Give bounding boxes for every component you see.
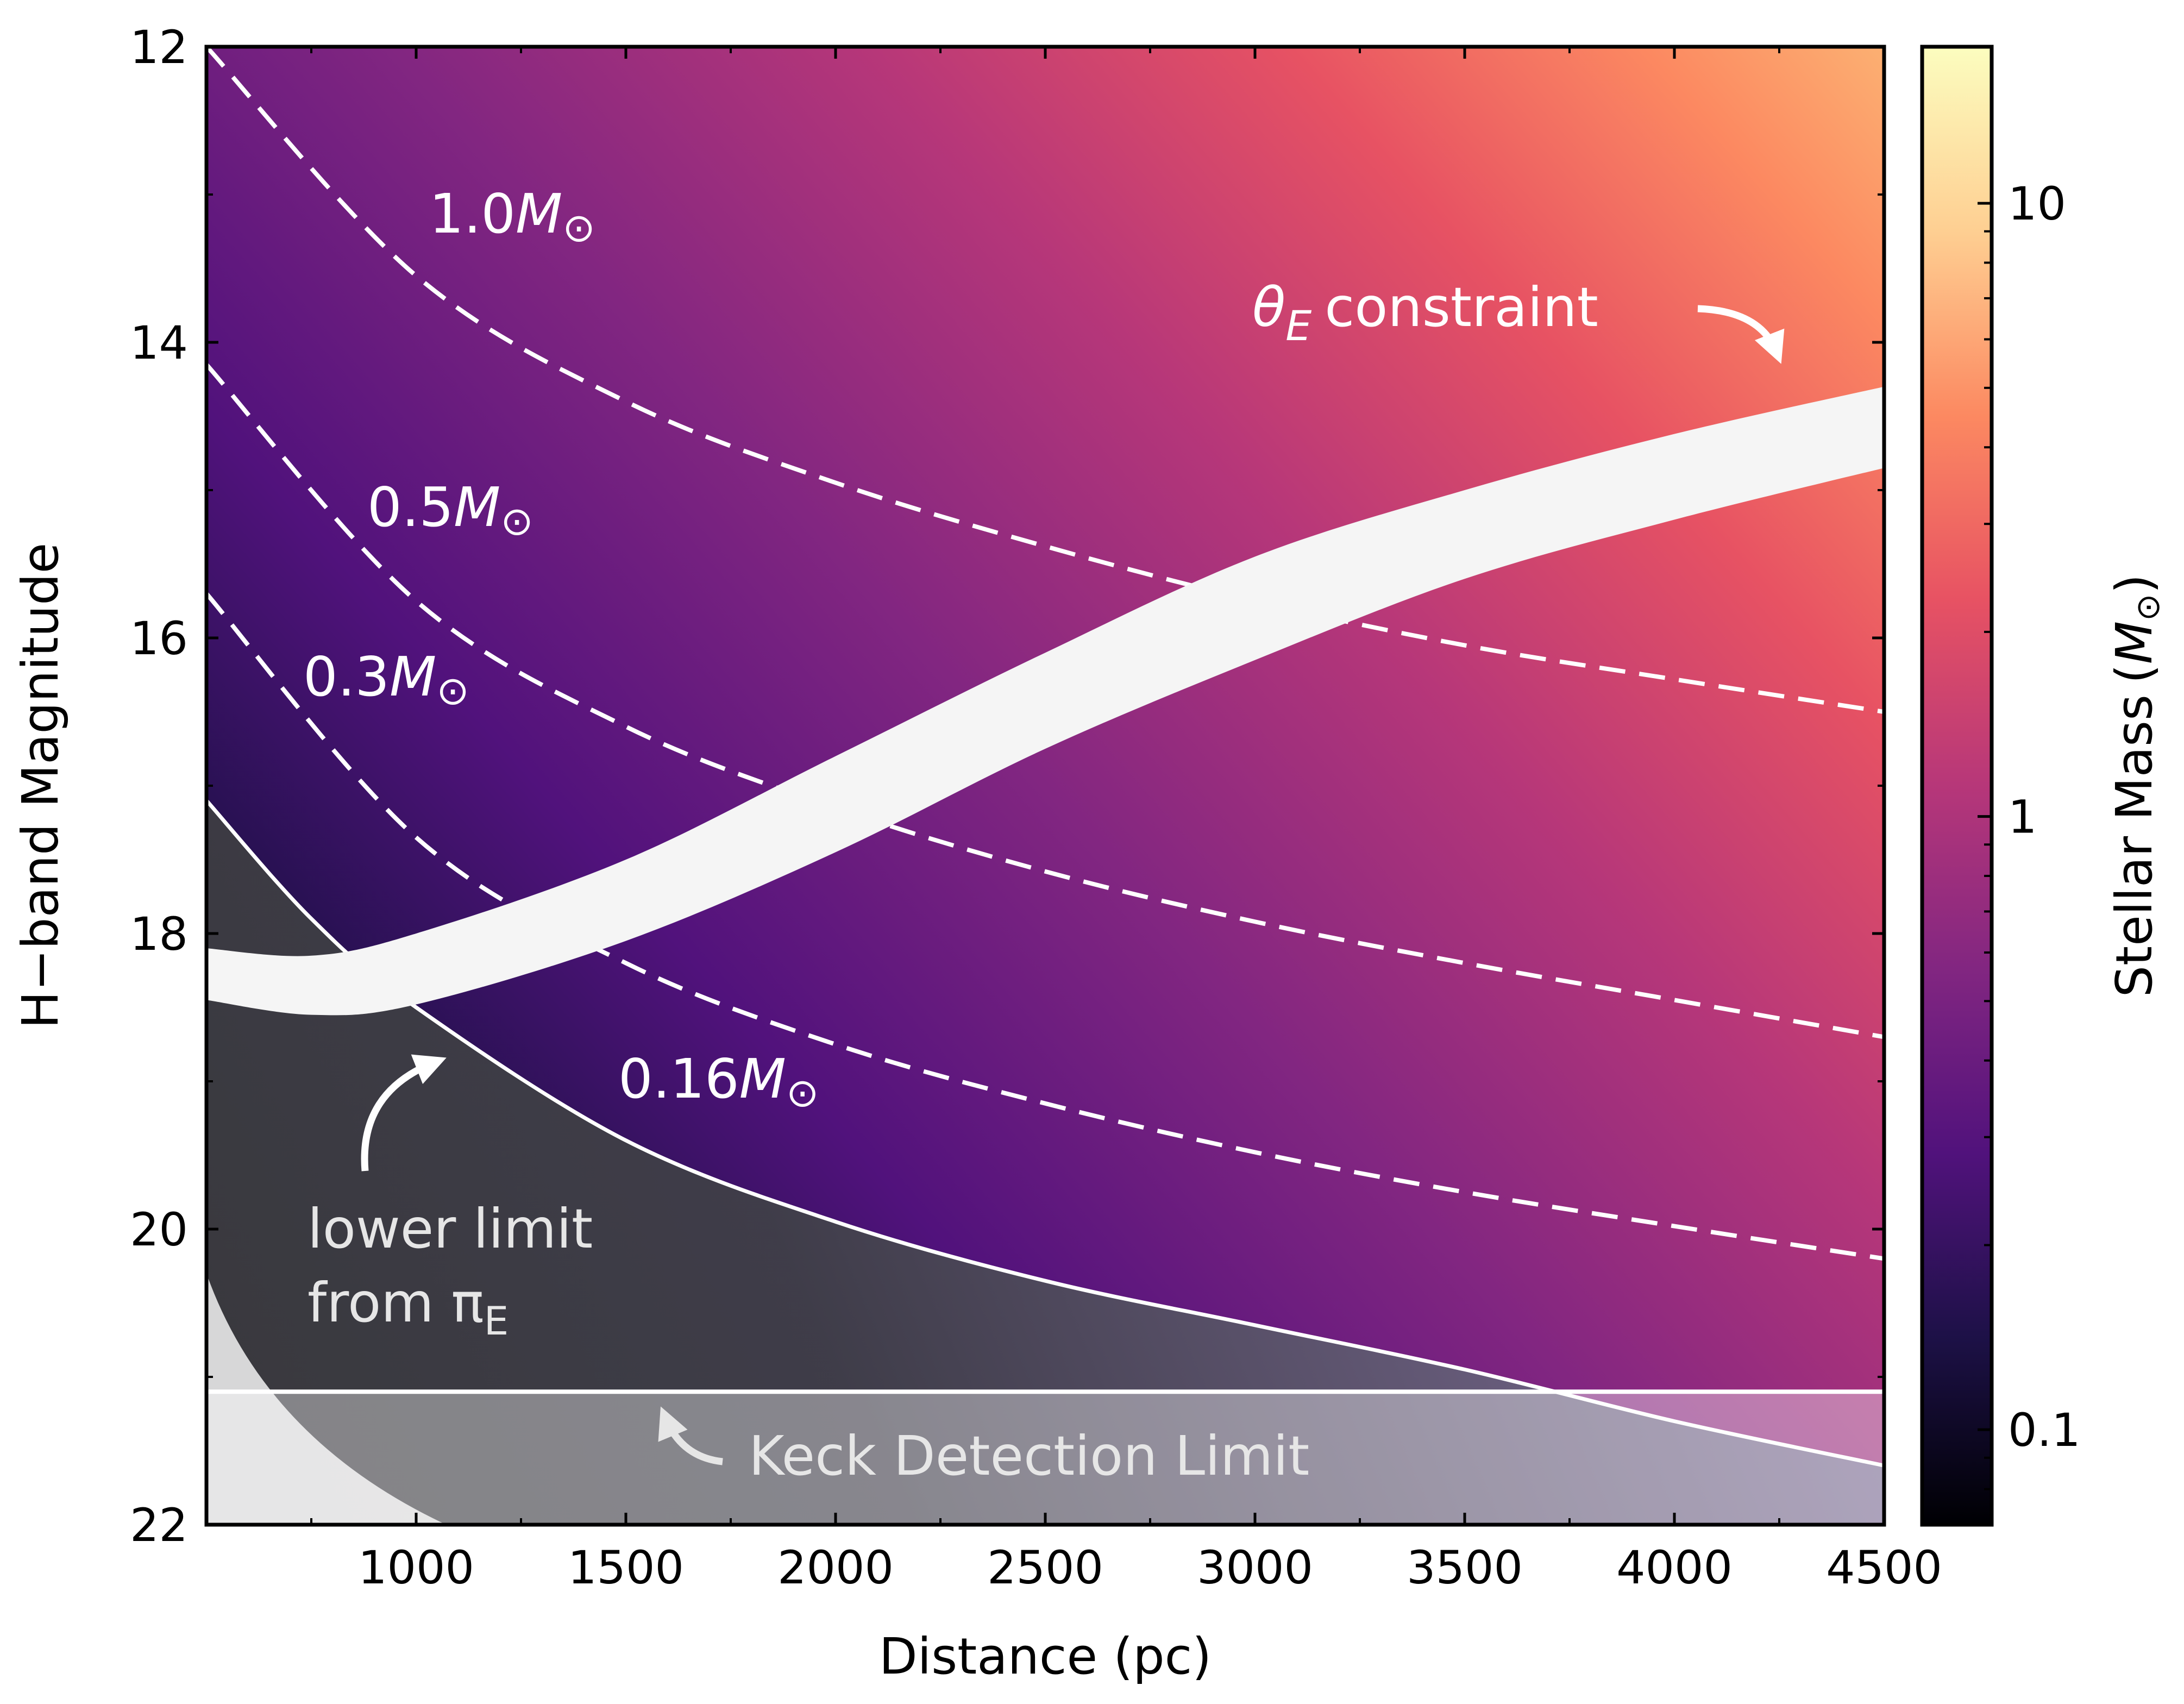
theta-e-constraint-band — [206, 386, 1884, 1016]
y-tick-label: 20 — [130, 1203, 188, 1256]
svg-text:0.5M⊙: 0.5M⊙ — [367, 475, 534, 544]
mass-label-0.3: 0.3M⊙ — [303, 645, 469, 713]
colorbar-tick-label: 0.1 — [2008, 1404, 2081, 1457]
theta-e-constraint-label: θE constraint — [1252, 275, 1785, 364]
excluded-region-below-lower-limit — [206, 800, 1884, 1525]
mass-label-0.5: 0.5M⊙ — [367, 475, 534, 544]
lower-limit-arrow — [361, 1054, 447, 1172]
y-tick-label: 12 — [130, 21, 188, 74]
x-tick-label: 2000 — [777, 1541, 894, 1594]
y-axis-title: H−band Magnitude — [11, 543, 70, 1029]
svg-text:from πE: from πE — [307, 1271, 509, 1344]
x-tick-label: 3500 — [1407, 1541, 1523, 1594]
mass-label-0.16: 0.16M⊙ — [618, 1047, 819, 1116]
colorbar — [1920, 45, 1994, 1527]
svg-text:0.16M⊙: 0.16M⊙ — [618, 1047, 819, 1116]
excluded-corner-region — [206, 1273, 447, 1525]
colorbar-tick-label: 10 — [2008, 177, 2066, 230]
colorbar-ticks: 0.1 1 10 — [1978, 177, 2081, 1490]
mass-label-1.0: 1.0M⊙ — [429, 182, 595, 250]
theta-e-arrow — [1697, 305, 1785, 364]
lower-limit-label: lower limit from πE — [307, 1054, 593, 1344]
svg-text:1.0M⊙: 1.0M⊙ — [429, 182, 595, 250]
mass-contour-0.3 — [206, 592, 1884, 1261]
x-tick-label: 4500 — [1826, 1541, 1942, 1594]
x-tick-label: 3000 — [1197, 1541, 1313, 1594]
colorbar-title: Stellar Mass(M⊙) — [2105, 574, 2167, 998]
colorbar-tick-label: 1 — [2008, 791, 2037, 844]
x-tick-label: 1500 — [568, 1541, 684, 1594]
y-tick-label: 22 — [130, 1499, 188, 1552]
y-tick-label: 18 — [130, 907, 188, 961]
keck-label: Keck Detection Limit — [658, 1406, 1309, 1488]
keck-undetectable-region — [206, 1392, 1884, 1525]
x-tick-label: 4000 — [1616, 1541, 1733, 1594]
x-axis: 1000 1500 2000 2500 3000 3500 4000 4500 — [310, 47, 1942, 1594]
y-tick-label: 14 — [130, 316, 188, 369]
svg-text:lower limit: lower limit — [307, 1197, 593, 1261]
y-axis: 12 14 16 18 20 22 — [130, 21, 1884, 1552]
svg-text:Keck Detection Limit: Keck Detection Limit — [749, 1424, 1309, 1488]
keck-arrow — [658, 1406, 723, 1465]
mass-contour-0.5 — [206, 363, 1884, 1039]
y-tick-label: 16 — [130, 612, 188, 665]
x-tick-label: 2500 — [987, 1541, 1103, 1594]
x-axis-title: Distance (pc) — [879, 1627, 1212, 1686]
svg-text:0.3M⊙: 0.3M⊙ — [303, 645, 469, 713]
x-tick-label: 1000 — [358, 1541, 474, 1594]
mass-contour-1.0 — [206, 47, 1884, 714]
